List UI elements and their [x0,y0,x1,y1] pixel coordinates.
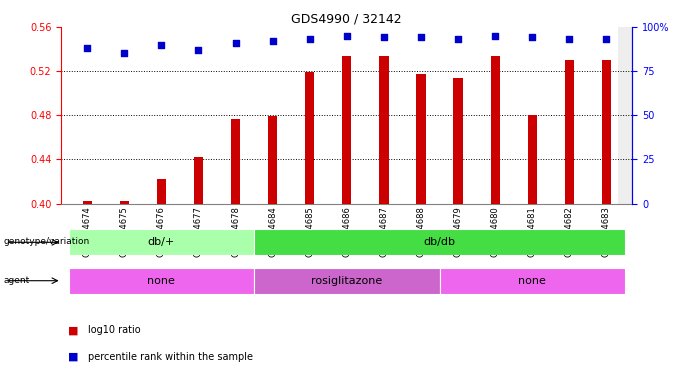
Text: genotype/variation: genotype/variation [3,237,90,247]
Bar [231,119,240,204]
Text: ■: ■ [68,325,78,335]
Point [379,35,390,41]
Bar [602,60,611,204]
Bar [69,229,254,255]
Bar [156,179,166,204]
Bar [564,60,574,204]
Point [304,36,315,42]
Point [527,35,538,41]
Text: ■: ■ [68,352,78,362]
Text: db/db: db/db [424,237,456,247]
Point [119,50,130,56]
Point [156,41,167,48]
Bar [528,115,537,204]
Title: GDS4990 / 32142: GDS4990 / 32142 [292,13,402,26]
Bar [120,201,129,204]
Bar [254,268,439,294]
Point [564,36,575,42]
Point [453,36,464,42]
Point [415,35,426,41]
Bar [194,157,203,204]
Bar [439,268,625,294]
Bar [416,74,426,204]
Bar [342,56,352,204]
Point [193,47,204,53]
Bar [454,78,462,204]
Point [230,40,241,46]
Text: agent: agent [3,276,30,285]
Bar [379,56,388,204]
Text: none: none [518,276,546,286]
Bar [82,201,92,204]
Bar [69,268,254,294]
Point [267,38,278,44]
Text: rosiglitazone: rosiglitazone [311,276,382,286]
Text: db/+: db/+ [148,237,175,247]
Bar [490,56,500,204]
Point [82,45,92,51]
Text: log10 ratio: log10 ratio [88,325,141,335]
Bar [268,116,277,204]
Text: none: none [148,276,175,286]
Point [490,33,500,39]
Bar [305,72,314,204]
Text: percentile rank within the sample: percentile rank within the sample [88,352,254,362]
Bar [254,229,625,255]
Point [341,33,352,39]
Point [601,36,612,42]
